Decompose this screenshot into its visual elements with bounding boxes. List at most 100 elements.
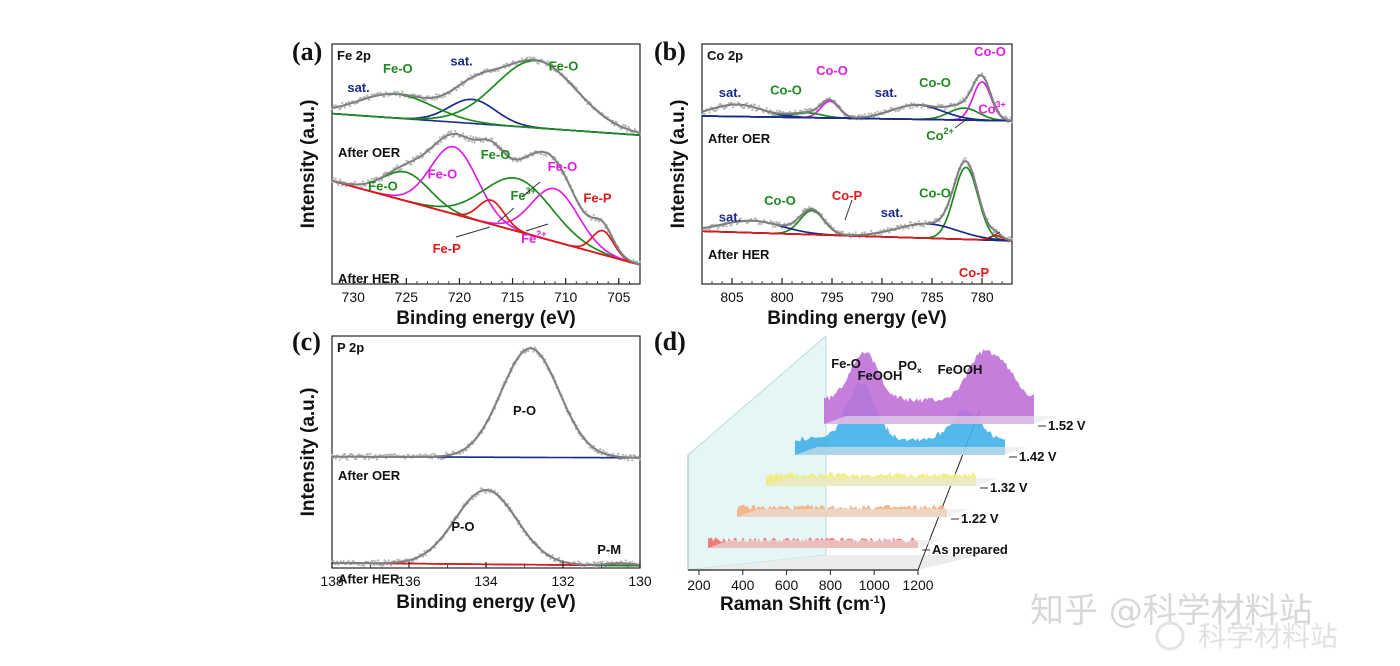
raw-point <box>627 459 630 462</box>
raw-point <box>488 491 491 494</box>
band-label-subscript: x <box>917 366 922 375</box>
raw-point <box>502 63 506 66</box>
raw-point <box>841 230 844 233</box>
raw-point <box>351 453 354 456</box>
raw-point <box>743 106 746 109</box>
raw-point <box>422 555 425 558</box>
raw-point <box>454 130 457 133</box>
panel-label-c: (c) <box>292 327 321 356</box>
raw-point <box>730 102 733 105</box>
raw-point <box>410 163 413 166</box>
raw-point <box>788 110 791 113</box>
raw-point <box>378 180 381 183</box>
raw-point <box>364 458 367 461</box>
charge-base: Co <box>978 102 995 117</box>
raw-point <box>954 106 957 109</box>
raw-point <box>613 124 616 127</box>
raw-point <box>774 225 777 228</box>
raw-point <box>475 137 479 140</box>
raw-point <box>1007 121 1010 124</box>
x-tick-label: 705 <box>607 289 631 305</box>
raw-point <box>867 112 870 115</box>
raw-point <box>924 219 927 222</box>
weibo-logo-icon <box>1155 621 1185 651</box>
raw-point <box>595 565 598 569</box>
charge-state-label: Co3+ <box>978 100 1006 117</box>
raw-point <box>484 136 488 139</box>
raw-point <box>633 128 637 131</box>
raw-point <box>573 560 576 564</box>
raw-point <box>601 560 604 563</box>
x-tick-label: 780 <box>970 289 994 305</box>
raw-point <box>746 102 749 105</box>
raw-point <box>379 91 382 95</box>
raw-point <box>517 160 520 163</box>
raw-point <box>345 185 348 188</box>
raw-point <box>603 450 606 453</box>
raw-point <box>401 90 404 93</box>
raw-point <box>527 349 530 352</box>
x-tick-label: 720 <box>448 289 472 305</box>
x-tick-label: 1000 <box>859 577 890 593</box>
raw-point <box>526 56 529 60</box>
raw-point <box>424 99 427 102</box>
raw-point <box>638 260 642 263</box>
panel-c-p2p: After OER After HER P 2p 138 136 134 132 130 Bin… <box>298 335 652 613</box>
charge-superscript: 3+ <box>526 186 536 196</box>
raw-point <box>737 101 740 104</box>
raw-point <box>464 138 467 141</box>
raw-point <box>622 453 625 456</box>
raw-point <box>1009 236 1012 239</box>
envelope-line <box>701 74 1013 122</box>
raw-point <box>938 220 941 223</box>
raw-point <box>361 180 364 183</box>
raw-point <box>551 63 554 66</box>
raw-point <box>751 108 754 111</box>
plot-frame <box>331 43 641 285</box>
raw-point <box>708 111 711 114</box>
raw-point <box>347 100 350 103</box>
raw-point <box>876 110 879 113</box>
plot-frame <box>331 335 641 569</box>
raw-point <box>734 218 737 221</box>
raw-point <box>545 154 548 157</box>
raw-point <box>431 457 434 460</box>
raw-point <box>848 232 851 235</box>
peak-annotation: Fe-O <box>481 147 511 162</box>
raw-point <box>370 177 373 180</box>
peak-annotation: sat. <box>719 85 741 100</box>
raw-point <box>735 223 739 226</box>
raw-point <box>612 452 615 455</box>
raw-point <box>443 95 446 98</box>
peak-annotation: Fe-O <box>428 166 458 181</box>
raw-point <box>429 453 432 456</box>
raw-point <box>606 561 610 564</box>
peak-annotation: P-O <box>513 403 536 418</box>
peak-annotation: Fe-O <box>383 61 413 76</box>
raw-point <box>472 136 475 139</box>
raw-point <box>473 141 476 144</box>
raw-point <box>941 103 944 106</box>
raw-point <box>725 225 728 228</box>
raw-point <box>441 96 444 99</box>
raw-point <box>396 90 399 93</box>
x-tick-label: 134 <box>474 573 498 589</box>
spectrum-floor-strip <box>766 478 998 486</box>
peak-annotation: sat. <box>347 80 369 95</box>
raw-point <box>372 559 375 562</box>
raw-point <box>917 220 921 223</box>
fit-component-line <box>332 347 640 459</box>
raw-point <box>757 104 760 107</box>
raw-point <box>375 458 378 461</box>
raw-point <box>765 107 768 110</box>
series-label: 1.42 V <box>1019 449 1057 464</box>
raw-point <box>920 106 923 109</box>
raw-point <box>624 559 628 562</box>
raw-point <box>469 74 472 77</box>
x-tick-label: 800 <box>770 289 794 305</box>
raw-point <box>423 550 426 553</box>
condition-label: After OER <box>338 468 401 483</box>
x-tick-label: 710 <box>554 289 578 305</box>
raw-point <box>341 101 344 104</box>
raw-point <box>332 559 335 563</box>
